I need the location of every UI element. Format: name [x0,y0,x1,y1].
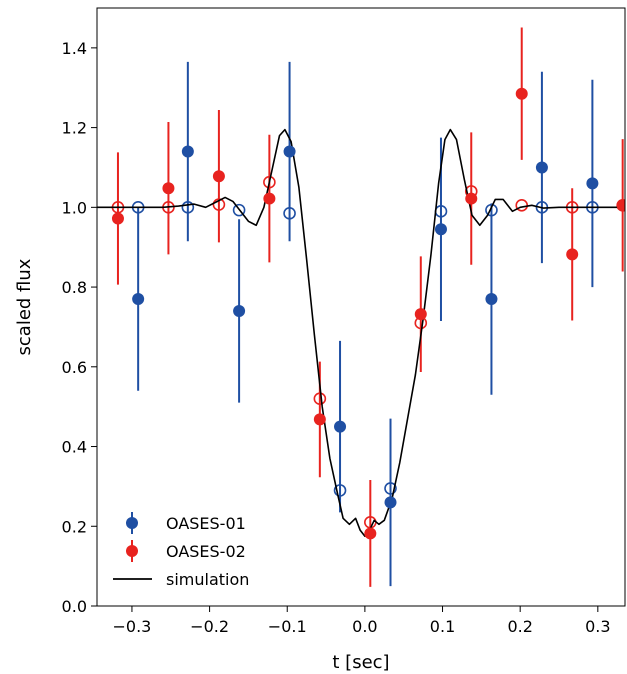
oases-02-data-point [111,212,124,225]
y-tick-label: 0.0 [62,597,87,616]
x-tick-label: 0.3 [585,617,610,636]
simulation-line [97,128,625,537]
legend: OASES-01 OASES-02 simulation [113,512,249,589]
x-tick-label: −0.1 [268,617,307,636]
legend-oases-02-marker [126,545,138,557]
oases-02-open-marker [212,198,226,211]
oases-01-open-marker [283,207,296,220]
oases-01-open-marker [232,203,246,217]
y-tick-label: 0.6 [62,358,87,377]
oases-01-data-point [586,177,599,190]
oases-01-data-point [233,304,246,317]
y-tick-label: 0.8 [62,278,87,297]
oases-02-open-marker [313,392,327,405]
axes-frame [96,7,626,607]
oases-02-open-marker [263,175,276,189]
x-tick-label: 0.2 [507,617,532,636]
x-axis-ticks: −0.3 −0.2 −0.1 0.0 0.1 0.2 0.3 [113,606,611,636]
x-tick-label: −0.2 [190,617,229,636]
oases-02-data-point [616,199,625,212]
oases-02-data-point [263,192,276,205]
legend-oases-01-marker [126,517,138,529]
oases-01-data-point [283,145,296,158]
oases-01-data-point [434,223,447,236]
oases-01-open-marker [485,203,498,217]
oases-01-data-point [181,145,194,158]
oases-01-data-point [485,293,498,306]
x-tick-label: −0.3 [113,617,152,636]
y-tick-label: 1.0 [62,198,87,217]
y-axis-label: scaled flux [14,258,35,355]
legend-label-oases-01: OASES-01 [166,514,246,533]
x-tick-label: 0.1 [430,617,455,636]
legend-label-simulation: simulation [166,570,249,589]
y-axis-ticks: 0.0 0.2 0.4 0.6 0.8 1.0 1.2 1.4 [62,39,97,616]
x-axis-label: t [sec] [332,652,389,673]
oases-02-data-point [364,527,377,540]
oases-02-data-point [465,192,478,205]
oases-01-data-point [132,293,145,306]
oases-01-open-marker [333,484,347,497]
oases-02-data-point [162,182,175,195]
oases-02-data-point [566,248,579,261]
oases-01-open-marker [181,201,195,214]
oases-02-data-point [414,308,427,321]
oases-01-data-point [535,161,548,174]
legend-label-oases-02: OASES-02 [166,542,246,561]
oases-02-data-point [313,413,326,426]
oases-01-open-marker [384,482,397,495]
x-tick-label: 0.0 [352,617,377,636]
oases-01-data-point [334,420,347,433]
oases-02-data-point [515,87,528,100]
y-tick-label: 1.4 [62,39,87,58]
oases-02-data-point [212,170,225,183]
data-marks [97,27,625,587]
y-tick-label: 1.2 [62,119,87,138]
oases-01-data-point [384,496,397,509]
y-tick-label: 0.2 [62,517,87,536]
y-tick-label: 0.4 [62,438,87,457]
